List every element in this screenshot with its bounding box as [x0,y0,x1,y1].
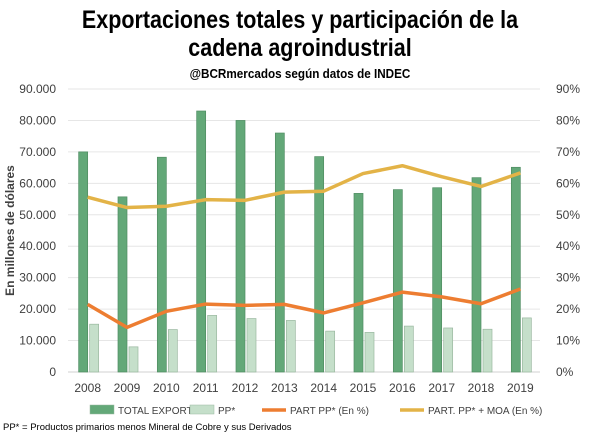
x-tick-label: 2010 [153,381,180,395]
chart-subtitle: @BCRmercados según datos de INDEC [189,66,411,81]
x-tick-label: 2009 [114,381,141,395]
legend-swatch [189,404,215,415]
legend-label: PP* [218,406,235,417]
bar-pp-2008 [89,323,100,373]
x-tick-label: 2019 [507,381,534,395]
legend-swatch [89,404,115,415]
y-axis-label: En millones de dólares [3,165,17,296]
bar-total-export-2017 [432,187,443,373]
y2-tick-label: 40% [556,239,580,253]
y-tick-label: 60.000 [19,176,56,190]
bar-total-export-2010 [156,156,167,373]
y2-tick-label: 80% [556,113,580,127]
bar-total-export-2011 [196,110,207,373]
legend-label: TOTAL EXPORT. [118,406,194,417]
bar-pp-2010 [167,329,178,373]
y2-tick-label: 90% [556,82,580,96]
y-tick-label: 0 [49,365,56,379]
bar-total-export-2013 [274,132,285,373]
x-tick-label: 2015 [350,381,377,395]
bar-total-export-2018 [471,177,482,373]
bar-pp-2014 [325,330,336,373]
bar-pp-2019 [521,317,532,373]
line-part-pp-moa-en- [87,163,521,210]
bar-pp-2017 [443,327,454,373]
bar-pp-2015 [364,332,375,373]
x-tick-label: 2018 [468,381,495,395]
x-tick-label: 2012 [232,381,259,395]
y-tick-label: 90.000 [19,82,56,96]
y2-tick-label: 60% [556,176,580,190]
y2-tick-label: 70% [556,145,580,159]
y-tick-label: 30.000 [19,271,56,285]
y-tick-label: 70.000 [19,145,56,159]
bar-total-export-2014 [314,156,325,373]
footnote: PP* = Productos primarios menos Mineral … [3,422,292,433]
bar-total-export-2008 [78,151,89,373]
y-tick-label: 40.000 [19,239,56,253]
line-part-pp-en- [86,287,521,330]
x-tick-label: 2017 [428,381,455,395]
y2-tick-label: 30% [556,271,580,285]
legend-label: PART. PP* + MOA (En %) [428,406,542,417]
x-tick-label: 2011 [193,381,219,395]
bar-pp-2016 [403,325,414,373]
y-tick-label: 20.000 [19,302,56,316]
y-tick-label: 80.000 [19,113,56,127]
y-tick-label: 50.000 [19,208,56,222]
bar-pp-2012 [246,318,257,373]
x-tick-label: 2013 [271,381,298,395]
bar-total-export-2019 [510,166,521,373]
bar-total-export-2015 [353,193,364,373]
bar-total-export-2012 [235,120,246,373]
bar-total-export-2009 [117,196,128,373]
y2-tick-label: 20% [556,302,580,316]
bar-pp-2009 [128,346,139,373]
chart-title-line2: cadena agroindustrial [188,34,412,62]
y-tick-label: 10.000 [19,334,56,348]
chart-title-line1: Exportaciones totales y participación de… [81,6,519,34]
bar-total-export-2016 [392,189,403,373]
bar-pp-2011 [207,315,218,373]
x-tick-label: 2008 [74,381,101,395]
x-tick-label: 2014 [310,381,337,395]
legend-label: PART PP* (En %) [290,406,369,417]
y2-tick-label: 50% [556,208,580,222]
x-tick-label: 2016 [389,381,416,395]
bar-pp-2013 [285,320,296,373]
y2-tick-label: 0% [556,365,574,379]
y2-tick-label: 10% [556,334,580,348]
bar-pp-2018 [482,328,493,373]
